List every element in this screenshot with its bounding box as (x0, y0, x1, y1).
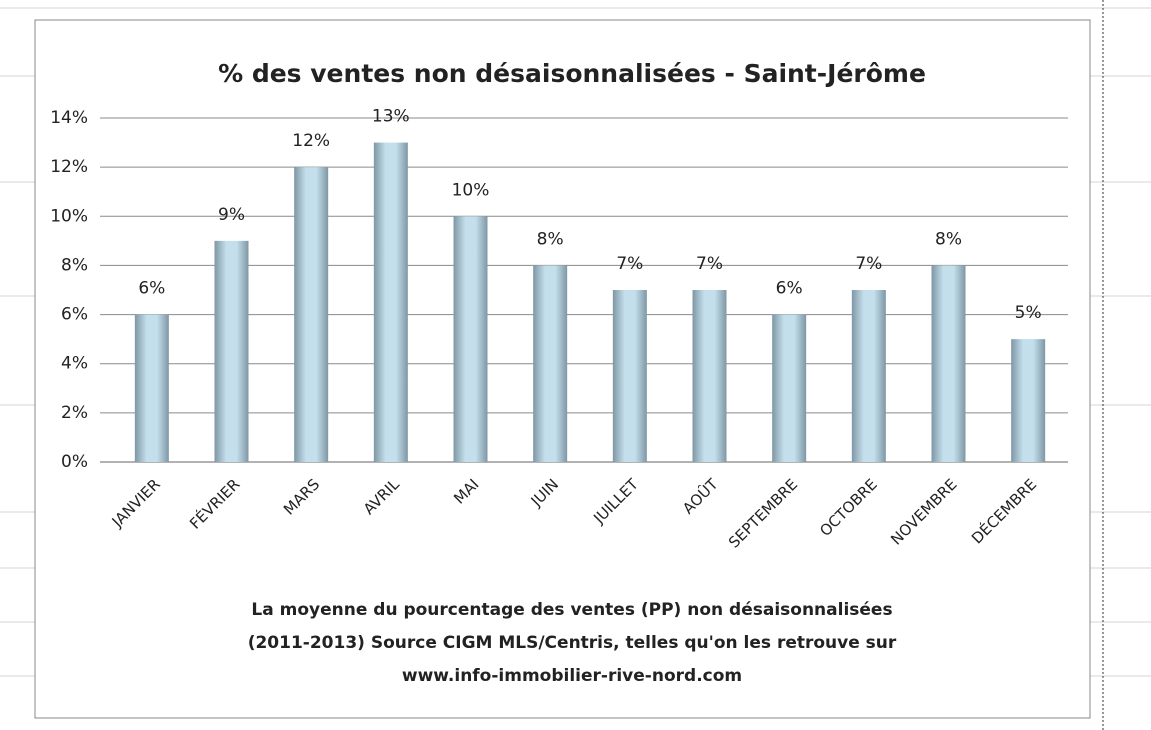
bar (1011, 339, 1046, 462)
data-label: 8% (935, 229, 962, 249)
footnote-line: La moyenne du pourcentage des ventes (PP… (251, 600, 892, 620)
data-label: 10% (452, 180, 490, 200)
footnote-line: (2011-2013) Source CIGM MLS/Centris, tel… (248, 633, 897, 653)
bar (294, 167, 329, 462)
bar (612, 290, 647, 462)
bar (931, 265, 966, 462)
bar (772, 314, 807, 462)
bar (533, 265, 568, 462)
data-label: 7% (855, 254, 882, 274)
y-tick-label: 2% (61, 403, 88, 423)
y-tick-label: 14% (50, 108, 88, 128)
y-tick-label: 6% (61, 305, 88, 325)
data-label: 9% (218, 205, 245, 225)
footnote-line: www.info-immobilier-rive-nord.com (402, 666, 742, 686)
footnote: La moyenne du pourcentage des ventes (PP… (248, 600, 897, 686)
bar (851, 290, 886, 462)
data-label: 6% (138, 279, 165, 299)
y-tick-label: 8% (61, 255, 88, 275)
data-label: 13% (372, 107, 410, 127)
data-label: 7% (616, 254, 643, 274)
data-label: 12% (292, 131, 330, 151)
y-tick-label: 4% (61, 354, 88, 374)
bar (692, 290, 727, 462)
bar (373, 142, 408, 463)
chart-title: % des ventes non désaisonnalisées - Sain… (218, 59, 926, 88)
bar (453, 216, 488, 462)
y-tick-label: 10% (50, 206, 88, 226)
y-tick-label: 0% (61, 452, 88, 472)
bar (214, 240, 249, 462)
data-label: 7% (696, 254, 723, 274)
data-label: 6% (776, 279, 803, 299)
data-label: 8% (537, 229, 564, 249)
bar (134, 314, 169, 462)
data-label: 5% (1015, 303, 1042, 323)
y-tick-label: 12% (50, 157, 88, 177)
